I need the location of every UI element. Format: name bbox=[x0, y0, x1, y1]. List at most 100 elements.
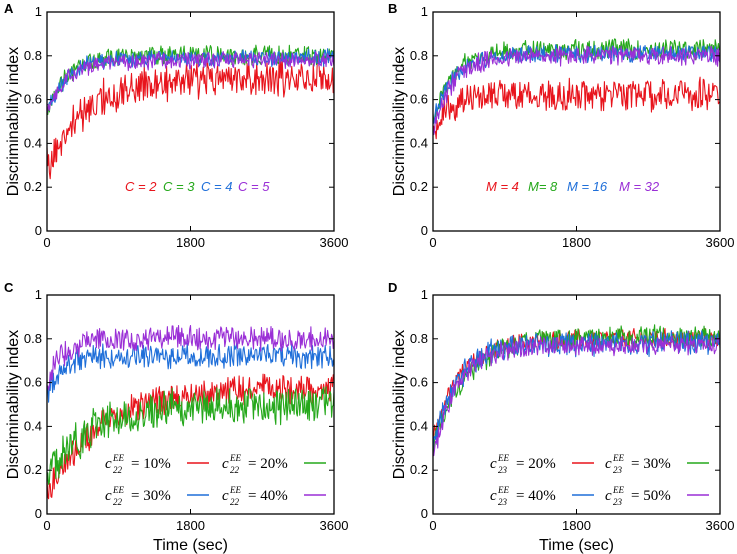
y-tick-label: 1 bbox=[421, 4, 428, 19]
legend-label: = 30% bbox=[131, 488, 171, 504]
y-tick-label: 0.8 bbox=[410, 48, 428, 63]
legend-subscript: 23 bbox=[613, 497, 623, 507]
legend-label: = 30% bbox=[631, 456, 671, 472]
series-line-4 bbox=[432, 336, 721, 457]
x-tick-label: 1800 bbox=[176, 235, 205, 250]
x-tick-label: 3600 bbox=[320, 518, 349, 533]
y-tick-label: 0 bbox=[35, 223, 42, 238]
y-tick-label: 1 bbox=[35, 4, 42, 19]
legend-entry: M = 16 bbox=[567, 179, 608, 194]
y-axis-label: Discriminability index bbox=[391, 330, 408, 479]
legend-entry: C = 5 bbox=[238, 179, 270, 194]
legend-subscript: 22 bbox=[230, 465, 240, 475]
panel-c: C 0 0.2 0.4 0.6 0.8 1 0 1800 3600 Discriminability… bbox=[4, 280, 348, 554]
x-tick-label: 1800 bbox=[562, 235, 591, 250]
y-tick-label: 1 bbox=[421, 287, 428, 302]
x-axis-label: Time (sec) bbox=[153, 537, 228, 554]
series-line-2 bbox=[46, 386, 335, 485]
y-axis-label: Discriminability index bbox=[5, 330, 22, 479]
legend-symbol: c bbox=[490, 488, 497, 504]
x-tick-label: 1800 bbox=[562, 518, 591, 533]
legend-label: = 10% bbox=[131, 456, 171, 472]
legend-entry: M= 8 bbox=[528, 179, 558, 194]
series-line-1 bbox=[46, 57, 335, 180]
y-tick-label: 0.6 bbox=[410, 92, 428, 107]
legend-symbol: c bbox=[105, 456, 112, 472]
panel-letter: C bbox=[4, 280, 14, 295]
legend-superscript: EE bbox=[229, 453, 241, 463]
y-tick-label: 0.6 bbox=[24, 92, 42, 107]
x-tick-label: 0 bbox=[43, 235, 50, 250]
legend-subscript: 22 bbox=[230, 497, 240, 507]
legend-entry: c EE 22 = 40% bbox=[222, 485, 326, 507]
legend-symbol: c bbox=[222, 488, 229, 504]
y-tick-label: 0.2 bbox=[24, 462, 42, 477]
y-tick-label: 0.8 bbox=[410, 331, 428, 346]
x-tick-label: 0 bbox=[429, 235, 436, 250]
legend-superscript: EE bbox=[497, 453, 509, 463]
legend-superscript: EE bbox=[112, 453, 124, 463]
legend-symbol: c bbox=[490, 456, 497, 472]
panel-letter: D bbox=[388, 280, 397, 295]
legend-subscript: 23 bbox=[498, 465, 508, 475]
legend-label: = 40% bbox=[516, 488, 556, 504]
series-line-1 bbox=[46, 373, 335, 500]
x-tick-label: 0 bbox=[429, 518, 436, 533]
legend-subscript: 22 bbox=[113, 465, 123, 475]
x-tick-label: 0 bbox=[43, 518, 50, 533]
series-line-1 bbox=[432, 76, 721, 140]
legend-entry: M = 4 bbox=[486, 179, 519, 194]
panel-b: B 0 0.2 0.4 0.6 0.8 1 0 1800 3600 Discriminability… bbox=[388, 1, 734, 250]
legend-entry: c EE 23 = 50% bbox=[605, 485, 709, 507]
y-tick-label: 0.2 bbox=[410, 462, 428, 477]
y-tick-label: 0.4 bbox=[24, 135, 42, 150]
y-tick-label: 0 bbox=[421, 223, 428, 238]
legend-symbol: c bbox=[105, 488, 112, 504]
y-tick-label: 0.6 bbox=[410, 375, 428, 390]
legend-subscript: 22 bbox=[113, 497, 123, 507]
y-tick-label: 0.6 bbox=[24, 375, 42, 390]
y-tick-label: 0.2 bbox=[410, 179, 428, 194]
legend-superscript: EE bbox=[229, 485, 241, 495]
legend-label: = 20% bbox=[248, 456, 288, 472]
legend-symbol: c bbox=[605, 456, 612, 472]
legend-entry: C = 4 bbox=[201, 179, 232, 194]
x-axis-label: Time (sec) bbox=[539, 537, 614, 554]
series-line-3 bbox=[46, 342, 335, 403]
legend-entry: c EE 23 = 20% bbox=[490, 453, 594, 475]
series-line-4 bbox=[46, 51, 335, 115]
legend-symbol: c bbox=[222, 456, 229, 472]
panel-a: A 0 0.2 0.4 0.6 0.8 1 0 1800 3600 Discriminability… bbox=[4, 1, 348, 250]
legend-entry: c EE 22 = 20% bbox=[222, 453, 326, 475]
x-tick-label: 3600 bbox=[320, 235, 349, 250]
series-line-4 bbox=[46, 324, 335, 391]
legend-entry: c EE 22 = 10% bbox=[105, 453, 209, 475]
y-tick-label: 0.4 bbox=[410, 135, 428, 150]
y-tick-label: 0.2 bbox=[24, 179, 42, 194]
y-tick-label: 0.4 bbox=[24, 418, 42, 433]
legend-superscript: EE bbox=[612, 485, 624, 495]
legend-label: = 20% bbox=[516, 456, 556, 472]
panel-letter: B bbox=[388, 1, 397, 16]
legend-entry: c EE 22 = 30% bbox=[105, 485, 209, 507]
y-tick-label: 0 bbox=[35, 506, 42, 521]
y-tick-label: 0.8 bbox=[24, 331, 42, 346]
y-tick-label: 1 bbox=[35, 287, 42, 302]
legend-subscript: 23 bbox=[613, 465, 623, 475]
legend-label: = 50% bbox=[631, 488, 671, 504]
legend-superscript: EE bbox=[112, 485, 124, 495]
y-tick-label: 0 bbox=[421, 506, 428, 521]
x-tick-label: 3600 bbox=[706, 235, 735, 250]
legend-superscript: EE bbox=[497, 485, 509, 495]
y-tick-label: 0.4 bbox=[410, 418, 428, 433]
legend-entry: c EE 23 = 40% bbox=[490, 485, 594, 507]
legend-entry: C = 3 bbox=[163, 179, 195, 194]
legend-entry: M = 32 bbox=[619, 179, 660, 194]
y-axis-label: Discriminability index bbox=[391, 47, 408, 196]
series-line-4 bbox=[432, 45, 721, 136]
y-axis-label: Discriminability index bbox=[5, 47, 22, 196]
legend-entry: c EE 23 = 30% bbox=[605, 453, 709, 475]
legend-symbol: c bbox=[605, 488, 612, 504]
legend-superscript: EE bbox=[612, 453, 624, 463]
